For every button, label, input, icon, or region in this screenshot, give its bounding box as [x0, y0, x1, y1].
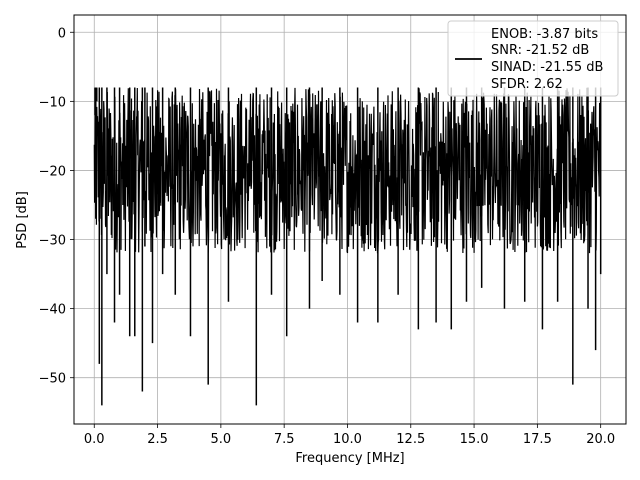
y-axis: 0 −10 −20 −30 −40 −50 [39, 26, 74, 387]
plot-frame [73, 14, 627, 425]
y-tick-label: −20 [39, 164, 66, 179]
y-tick-label: 0 [58, 26, 66, 41]
y-tick-label: −30 [39, 234, 66, 249]
x-tick-label: 7.5 [274, 432, 295, 447]
y-tick-label: −10 [39, 95, 66, 110]
legend-box [447, 20, 619, 97]
x-axis-title: Frequency [MHz] [295, 451, 404, 466]
x-tick-label: 20.0 [586, 432, 615, 447]
y-axis-title: PSD [dB] [15, 191, 30, 249]
x-tick-label: 15.0 [460, 432, 489, 447]
x-axis: 0.0 2.5 5.0 7.5 10.0 12.5 15.0 17.5 20.0 [84, 424, 615, 447]
x-tick-label: 17.5 [523, 432, 552, 447]
x-tick-label: 12.5 [396, 432, 425, 447]
plot-area-lines [93, 87, 602, 406]
legend-enob: ENOB: -3.87 bits [491, 27, 598, 42]
y-tick-label: −40 [39, 303, 66, 318]
x-tick-label: 10.0 [333, 432, 362, 447]
x-tick-label: 5.0 [211, 432, 232, 447]
legend: ENOB: -3.87 bits SNR: -21.52 dB SINAD: -… [447, 20, 619, 97]
x-tick-label: 0.0 [84, 432, 105, 447]
legend-sfdr: SFDR: 2.62 [491, 77, 563, 92]
y-tick-label: −50 [39, 372, 66, 387]
x-tick-label: 2.5 [147, 432, 168, 447]
legend-snr: SNR: -21.52 dB [491, 43, 589, 58]
legend-sinad: SINAD: -21.55 dB [491, 60, 603, 75]
psd-series-noise [93, 87, 602, 254]
